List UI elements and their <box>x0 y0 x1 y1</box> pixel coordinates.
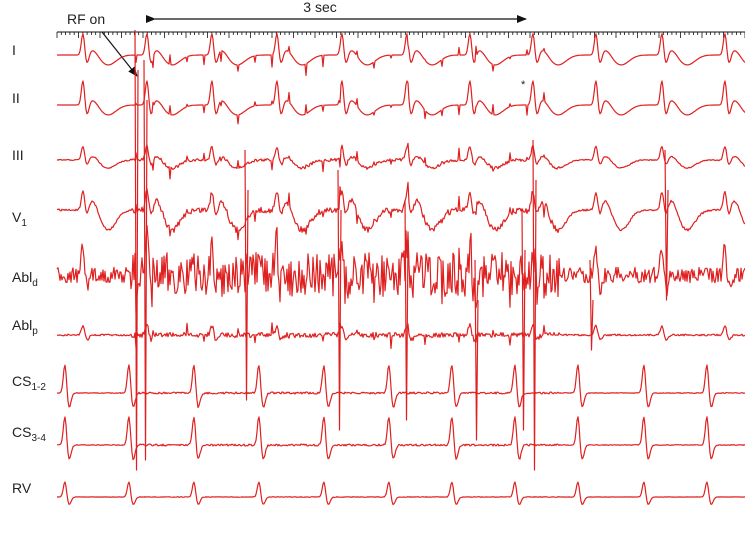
duration-label: 3 sec <box>303 0 336 15</box>
spike <box>143 59 148 461</box>
lead-label: RV <box>12 480 32 496</box>
lead-label: III <box>12 147 24 163</box>
lead-label-sub: p <box>32 326 38 337</box>
lead-label-main: CS <box>12 424 31 440</box>
trace <box>56 181 745 241</box>
lead-label: CS3-4 <box>12 424 46 444</box>
lead-label-sub: 1 <box>21 218 27 229</box>
lead-label-main: I <box>12 42 16 58</box>
spike <box>664 149 669 301</box>
spike <box>532 139 537 471</box>
trace <box>56 224 745 314</box>
lead-label-main: Abl <box>12 269 32 285</box>
lead-label-sub: 3-4 <box>31 433 46 444</box>
spike <box>474 259 479 441</box>
spike <box>337 169 342 431</box>
lead-label-main: III <box>12 147 24 163</box>
lead-label-main: RV <box>12 480 32 496</box>
spike <box>521 209 526 431</box>
lead-label-sub: 1-2 <box>31 382 46 393</box>
lead-label-sub: d <box>32 278 38 289</box>
trace <box>57 33 745 76</box>
spike <box>244 149 249 401</box>
spike <box>404 199 409 421</box>
lead-label-main: CS <box>12 373 31 389</box>
lead-label-main: Abl <box>12 317 32 333</box>
rf-on-label: RF on <box>67 11 105 27</box>
lead-label-main: V <box>12 209 22 225</box>
trace <box>56 416 745 461</box>
spike <box>134 29 139 471</box>
spike <box>589 259 594 351</box>
lead-label: CS1-2 <box>12 373 46 393</box>
lead-label: Abld <box>12 269 38 289</box>
trace <box>56 364 745 409</box>
trace <box>56 142 745 180</box>
traces <box>56 29 745 506</box>
trace <box>56 322 745 350</box>
lead-label: II <box>12 90 20 106</box>
rf-on-arrow <box>101 31 138 77</box>
time-ruler <box>56 31 745 38</box>
lead-label: I <box>12 42 16 58</box>
lead-label: Ablp <box>12 317 38 337</box>
lead-label-main: II <box>12 90 20 106</box>
asterisk: * <box>521 79 526 91</box>
trace <box>56 481 745 506</box>
trace <box>57 80 745 125</box>
lead-label: V1 <box>12 209 27 229</box>
